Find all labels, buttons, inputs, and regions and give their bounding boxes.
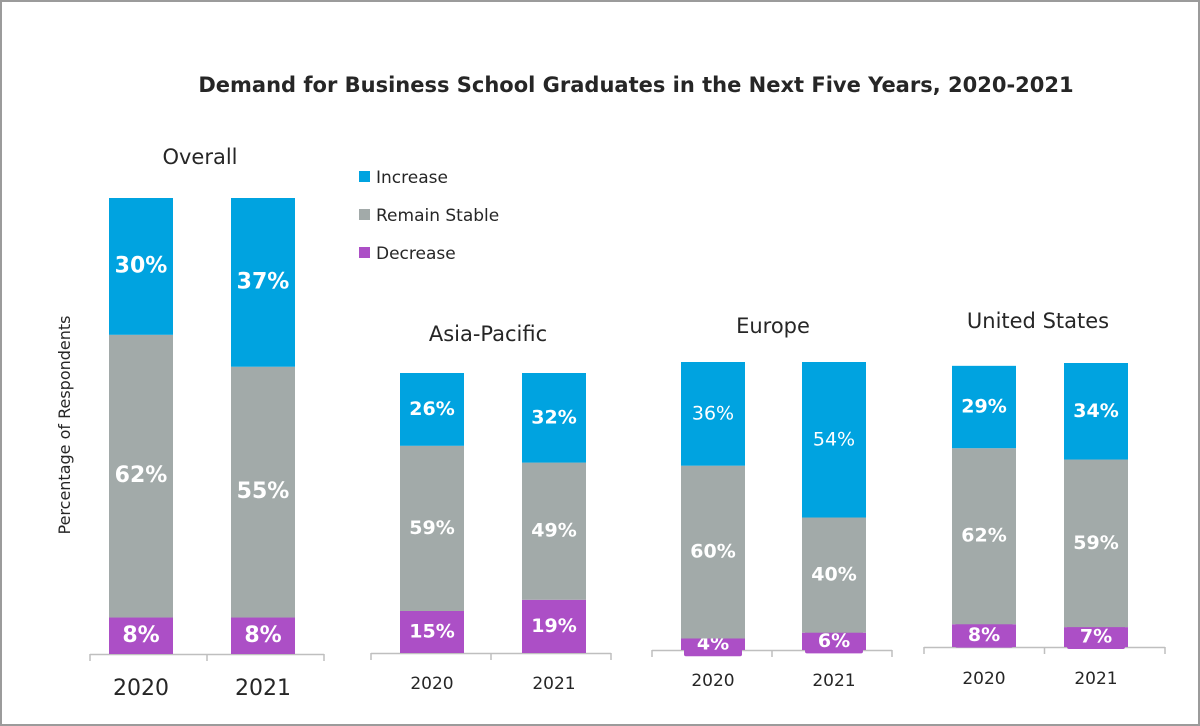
bar-united-states-2020-increase (952, 365, 1016, 449)
value-label-united-states-2020-increase: 29% (961, 396, 1006, 418)
x-tick-label-overall-2021: 2021 (235, 676, 291, 701)
bar-united-states-2020-remain-stable (952, 448, 1016, 625)
panels: Overall8%62%30%20208%55%37%2021Asia-Paci… (89, 145, 1166, 701)
bar-europe-2020-increase (681, 362, 745, 466)
value-label-united-states-2020-remain-stable: 62% (961, 525, 1006, 547)
x-tick-label-asia-pacific-2021: 2021 (532, 674, 575, 694)
legend-swatch-increase (359, 171, 370, 182)
value-label-asia-pacific-2021-remain-stable: 49% (531, 520, 576, 542)
value-label-europe-2020-increase: 36% (692, 402, 734, 424)
panel-overall: Overall 8% 62% 30% 2020 8% 55% 37% 2021 (89, 145, 325, 701)
bar-asia-pacific-2020-remain-stable (400, 445, 464, 611)
bar-united-states-2021-increase (1064, 363, 1128, 460)
label-bg-europe-2021-decrease (805, 629, 863, 654)
x-tick-label-overall-2020: 2020 (113, 676, 169, 701)
bar-overall-2020-decrease (109, 617, 173, 654)
legend-swatch-remain-stable (359, 209, 370, 220)
value-label-asia-pacific-2020-remain-stable: 59% (409, 517, 454, 539)
value-label-overall-2020-increase: 30% (115, 253, 168, 278)
value-label-europe-2021-decrease: 6% (818, 630, 850, 652)
value-label-asia-pacific-2021-increase: 32% (531, 406, 576, 428)
x-tick-label-europe-2020: 2020 (691, 671, 734, 691)
x-tick-label-asia-pacific-2020: 2020 (410, 674, 453, 694)
value-label-europe-2020-remain-stable: 60% (690, 541, 735, 563)
value-label-europe-2021-remain-stable: 40% (811, 564, 856, 586)
chart-title: Demand for Business School Graduates in … (198, 73, 1073, 97)
panel-title-asia-pacific: Asia-Pacific (429, 322, 547, 346)
bar-asia-pacific-2021-remain-stable (522, 462, 586, 600)
value-label-overall-2021-remain-stable: 55% (237, 479, 290, 504)
value-label-overall-2020-remain-stable: 62% (115, 463, 168, 488)
panel-united-states: United States 8% 62% 29% 2020 7% 59% 34% 2021 (923, 309, 1166, 689)
bar-overall-2021-increase (231, 198, 295, 367)
x-tick-label-united-states-2020: 2020 (962, 669, 1005, 689)
value-label-overall-2021-decrease: 8% (244, 623, 281, 648)
legend-label-decrease: Decrease (376, 244, 456, 264)
bar-asia-pacific-2021-decrease (522, 599, 586, 653)
value-label-united-states-2021-decrease: 7% (1080, 626, 1112, 648)
x-tick-label-europe-2021: 2021 (812, 671, 855, 691)
legend-label-remain-stable: Remain Stable (376, 206, 499, 226)
bar-overall-2020-remain-stable (109, 334, 173, 618)
bar-europe-2021-remain-stable (802, 517, 866, 633)
value-label-united-states-2020-decrease: 8% (968, 624, 1000, 646)
value-label-asia-pacific-2021-decrease: 19% (531, 615, 576, 637)
bar-europe-2021-increase (802, 362, 866, 518)
bar-overall-2020-increase (109, 198, 173, 335)
bar-asia-pacific-2020-decrease (400, 611, 464, 653)
legend: Increase Remain Stable Decrease (359, 168, 499, 264)
x-tick-label-united-states-2021: 2021 (1074, 669, 1117, 689)
value-label-overall-2020-decrease: 8% (122, 623, 159, 648)
panel-title-united-states: United States (967, 309, 1109, 333)
value-label-asia-pacific-2020-increase: 26% (409, 398, 454, 420)
bar-united-states-2021-remain-stable (1064, 459, 1128, 628)
label-bg-united-states-2020-decrease (955, 623, 1013, 648)
panel-asia-pacific: Asia-Pacific 15% 59% 26% 2020 19% 49% 32% 2021 (370, 322, 612, 694)
value-label-united-states-2021-increase: 34% (1073, 400, 1118, 422)
panel-title-europe: Europe (736, 314, 810, 338)
bar-asia-pacific-2020-increase (400, 373, 464, 446)
bar-overall-2021-remain-stable (231, 366, 295, 618)
bar-overall-2021-decrease (231, 617, 295, 654)
y-axis-label: Percentage of Respondents (55, 315, 74, 534)
panel-title-overall: Overall (162, 145, 237, 169)
value-label-overall-2021-increase: 37% (237, 269, 290, 294)
legend-label-increase: Increase (376, 168, 448, 188)
bar-asia-pacific-2021-increase (522, 373, 586, 463)
label-bg-united-states-2021-decrease (1067, 625, 1125, 650)
legend-swatch-decrease (359, 247, 370, 258)
value-label-asia-pacific-2020-decrease: 15% (409, 621, 454, 643)
value-label-united-states-2021-remain-stable: 59% (1073, 532, 1118, 554)
value-label-europe-2021-increase: 54% (813, 428, 855, 450)
bar-europe-2020-remain-stable (681, 465, 745, 639)
